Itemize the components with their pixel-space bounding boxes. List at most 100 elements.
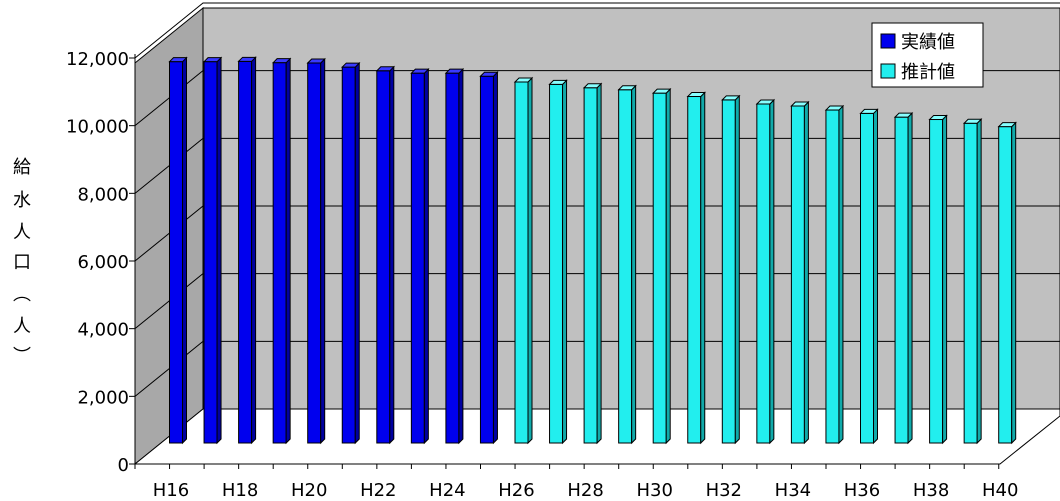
bar-front xyxy=(479,75,494,444)
x-tick-label: H22 xyxy=(360,480,396,501)
gridline xyxy=(134,2,1060,59)
y-axis-label-char: ︶ xyxy=(13,346,31,367)
bar-side xyxy=(803,100,809,445)
bar-side xyxy=(976,118,982,445)
bar xyxy=(755,98,776,445)
x-tick-label: H26 xyxy=(498,480,534,501)
y-tick-label: 2,000 xyxy=(77,387,129,408)
bar xyxy=(824,104,845,445)
bar-front xyxy=(445,72,460,444)
legend-swatch-forecast xyxy=(880,63,896,79)
bar-side xyxy=(216,56,222,445)
x-tick-label: H20 xyxy=(291,480,327,501)
bar-front xyxy=(790,105,805,444)
bar xyxy=(928,114,948,445)
bar-top xyxy=(721,95,741,101)
bar-front xyxy=(721,99,736,444)
bar-front xyxy=(894,116,909,444)
y-tick-labels: 0 2,000 4,000 6,000 8,000 10,000 12,000 xyxy=(66,49,129,476)
bar-side xyxy=(182,56,187,445)
bar-side xyxy=(285,57,291,445)
bar-top xyxy=(410,68,430,74)
x-tick-labels: H16 H18 H20 H22 H24 H26 H28 H30 H32 H34 H36 H38 H40 xyxy=(153,480,1019,501)
bar-side xyxy=(423,67,429,445)
bar-front xyxy=(618,89,633,444)
bar xyxy=(721,94,741,445)
bar-top xyxy=(893,112,914,118)
bar-side xyxy=(838,104,844,445)
bars xyxy=(168,56,1017,445)
y-axis-label-char: 水 xyxy=(13,190,31,211)
bar-side xyxy=(734,94,740,445)
bar-top xyxy=(444,68,465,74)
bar-top xyxy=(202,57,223,63)
bar-front xyxy=(998,126,1013,444)
x-tick-label: H34 xyxy=(775,480,811,501)
bar-top xyxy=(168,57,188,63)
bar-front xyxy=(169,61,183,444)
bar xyxy=(617,84,637,445)
y-tick-label: 4,000 xyxy=(77,320,129,341)
bar-top xyxy=(790,101,810,107)
bar-top xyxy=(962,118,983,124)
bar-front xyxy=(860,112,874,444)
bar-top xyxy=(686,92,706,98)
bar-top xyxy=(548,79,568,85)
bar-top xyxy=(651,88,672,94)
bar xyxy=(997,121,1017,445)
x-tick-label: H30 xyxy=(636,480,672,501)
y-tick-label: 10,000 xyxy=(66,117,129,138)
bar xyxy=(202,56,223,445)
bar-front xyxy=(652,92,667,444)
legend-label-forecast: 推計値 xyxy=(901,62,955,83)
axes xyxy=(129,54,1000,469)
bar xyxy=(686,91,706,445)
bar-side xyxy=(596,82,602,445)
bar-front xyxy=(514,81,529,444)
bar xyxy=(341,61,361,445)
bar-side xyxy=(492,71,498,445)
bar-front xyxy=(583,87,598,444)
gridline xyxy=(134,70,1060,127)
bar-side xyxy=(1011,121,1017,445)
y-axis-label-char: 口 xyxy=(13,252,31,273)
x-tick-label: H36 xyxy=(844,480,880,501)
bar-front xyxy=(376,70,391,444)
bar-side xyxy=(562,79,568,445)
y-tick-label: 6,000 xyxy=(77,252,129,273)
bar xyxy=(859,108,879,445)
bar xyxy=(790,100,810,445)
bar-front xyxy=(307,62,322,444)
bar-side xyxy=(942,114,948,445)
bar-front xyxy=(203,61,218,444)
bar-side xyxy=(458,67,464,445)
bar-top xyxy=(582,83,603,89)
bar-side xyxy=(907,111,913,445)
y-axis-label-char: 給 xyxy=(13,157,31,178)
legend-label-actual: 実績値 xyxy=(901,32,955,53)
bar-side xyxy=(700,91,706,445)
bar xyxy=(410,67,430,445)
x-tick-label: H28 xyxy=(567,480,603,501)
bar xyxy=(306,57,326,445)
bar-top xyxy=(824,105,845,111)
bar-top xyxy=(479,71,499,77)
bar xyxy=(651,87,672,445)
bar-side xyxy=(769,98,775,445)
bar-front xyxy=(238,60,253,444)
bar-side xyxy=(389,65,395,445)
y-tick-label: 12,000 xyxy=(66,49,129,70)
bar-front xyxy=(687,96,702,444)
bar-top xyxy=(306,58,326,64)
bar-top xyxy=(928,115,948,121)
bar-side xyxy=(527,76,533,445)
bar-side xyxy=(354,61,360,445)
x-tick-label: H32 xyxy=(706,480,742,501)
bar-top xyxy=(513,77,534,83)
bar-front xyxy=(272,62,287,444)
x-tick-label: H18 xyxy=(222,480,258,501)
bar-top xyxy=(341,62,361,68)
x-tick-label: H38 xyxy=(913,480,949,501)
bar-side xyxy=(873,108,878,445)
x-tick-label: H24 xyxy=(429,480,465,501)
